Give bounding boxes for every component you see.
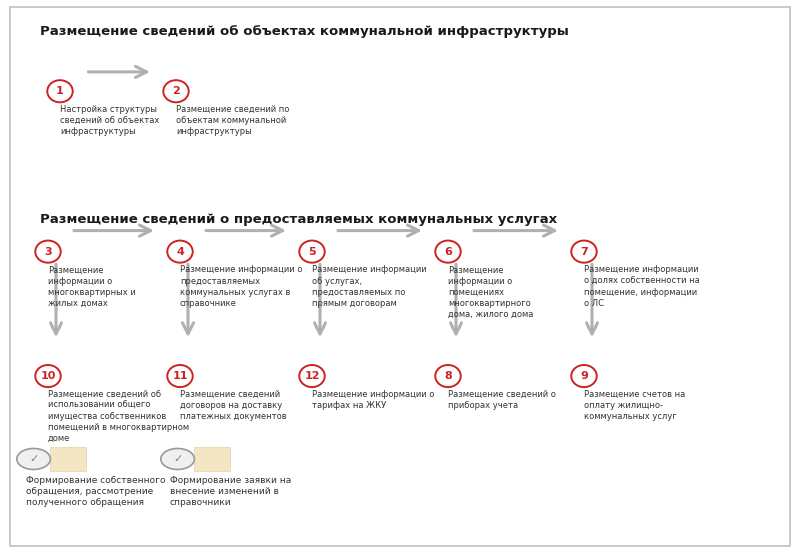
Ellipse shape <box>35 365 61 387</box>
Ellipse shape <box>17 448 50 469</box>
Ellipse shape <box>167 365 193 387</box>
Text: Формирование заявки на
внесение изменений в
справочники: Формирование заявки на внесение изменени… <box>170 476 291 507</box>
Ellipse shape <box>435 365 461 387</box>
Ellipse shape <box>435 241 461 263</box>
Ellipse shape <box>47 80 73 102</box>
Text: 2: 2 <box>172 86 180 96</box>
Text: Размещение сведений об объектах коммунальной инфраструктуры: Размещение сведений об объектах коммунал… <box>40 25 569 38</box>
Text: 8: 8 <box>444 371 452 381</box>
FancyBboxPatch shape <box>50 447 86 471</box>
Text: Размещение сведений по
объектам коммунальной
инфраструктуры: Размещение сведений по объектам коммунал… <box>176 105 290 136</box>
Text: Размещение сведений о предоставляемых коммунальных услугах: Размещение сведений о предоставляемых ко… <box>40 213 557 226</box>
Text: Размещение
информации о
многоквартирных и
жилых домах: Размещение информации о многоквартирных … <box>48 265 136 307</box>
Ellipse shape <box>299 241 325 263</box>
Text: Размещение
информации о
помещениях
многоквартирного
дома, жилого дома: Размещение информации о помещениях много… <box>448 265 534 319</box>
Text: Настройка структуры
сведений об объектах
инфраструктуры: Настройка структуры сведений об объектах… <box>60 105 159 136</box>
Text: 3: 3 <box>44 247 52 257</box>
Text: 11: 11 <box>172 371 188 381</box>
FancyBboxPatch shape <box>10 7 790 546</box>
Text: Размещение информации о
предоставляемых
коммунальных услугах в
справочнике: Размещение информации о предоставляемых … <box>180 265 302 307</box>
Text: 1: 1 <box>56 86 64 96</box>
Text: 4: 4 <box>176 247 184 257</box>
Text: Размещение информации о
тарифах на ЖКУ: Размещение информации о тарифах на ЖКУ <box>312 390 434 410</box>
Ellipse shape <box>163 80 189 102</box>
Ellipse shape <box>571 241 597 263</box>
Text: Размещение сведений
договоров на доставку
платежных документов: Размещение сведений договоров на доставк… <box>180 390 286 421</box>
Text: ✓: ✓ <box>29 454 38 464</box>
Ellipse shape <box>299 365 325 387</box>
Text: Размещение информации
о долях собственности на
помещение, информации
о ЛС: Размещение информации о долях собственно… <box>584 265 700 307</box>
Text: Размещение счетов на
оплату жилищно-
коммунальных услуг: Размещение счетов на оплату жилищно- ком… <box>584 390 686 421</box>
Text: 10: 10 <box>40 371 56 381</box>
Ellipse shape <box>161 448 194 469</box>
Text: 9: 9 <box>580 371 588 381</box>
Text: 12: 12 <box>304 371 320 381</box>
Text: Размещение информации
об услугах,
предоставляемых по
прямым договорам: Размещение информации об услугах, предос… <box>312 265 426 307</box>
Ellipse shape <box>571 365 597 387</box>
Text: 7: 7 <box>580 247 588 257</box>
Text: Формирование собственного
обращения, рассмотрение
полученного обращения: Формирование собственного обращения, рас… <box>26 476 165 507</box>
Ellipse shape <box>167 241 193 263</box>
Text: Размещение сведений о
приборах учета: Размещение сведений о приборах учета <box>448 390 556 410</box>
Text: 5: 5 <box>308 247 316 257</box>
FancyBboxPatch shape <box>194 447 230 471</box>
Text: 6: 6 <box>444 247 452 257</box>
Text: ✓: ✓ <box>173 454 182 464</box>
Text: Размещение сведений об
использовании общего
имущества собственников
помещений в : Размещение сведений об использовании общ… <box>48 390 189 444</box>
Ellipse shape <box>35 241 61 263</box>
